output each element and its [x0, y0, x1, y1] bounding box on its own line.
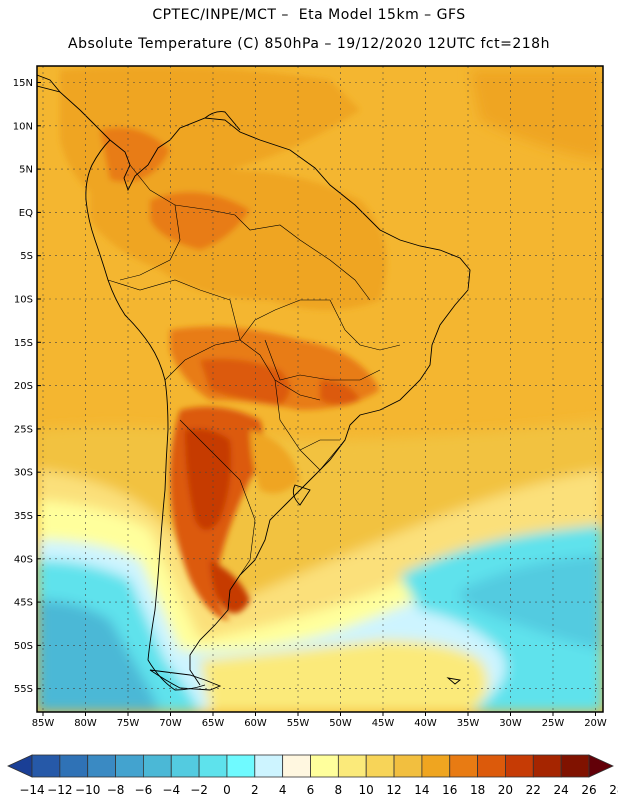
latitude-labels: 15N 10N 5N EQ 5S 10S 15S 20S 25S 30S 35S 40S 45S 50S 5… — [13, 78, 41, 695]
colorbar-swatch — [282, 754, 311, 778]
colorbar-tick-label: 14 — [414, 783, 429, 797]
lon-label: 60W — [244, 718, 267, 729]
colorbar-tick-label: −14 — [19, 783, 44, 797]
colorbar-swatch — [170, 754, 200, 778]
lon-label: 35W — [457, 718, 480, 729]
colorbar-swatch — [365, 754, 395, 778]
lon-label: 75W — [117, 718, 140, 729]
colorbar-tick-label: 20 — [498, 783, 513, 797]
lat-label: 30S — [14, 468, 33, 479]
lat-label: 25S — [14, 424, 33, 435]
colorbar-swatch — [505, 754, 534, 778]
colorbar-swatch — [31, 754, 61, 778]
colorbar-swatch — [254, 754, 284, 778]
colorbar-swatch — [198, 754, 228, 778]
colorbar-swatch — [87, 754, 116, 778]
colorbar-swatch — [560, 754, 590, 778]
colorbar-tick-label: 6 — [307, 783, 315, 797]
lon-label: 70W — [159, 718, 182, 729]
lat-label: 10N — [13, 121, 33, 132]
lat-label: 20S — [14, 381, 33, 392]
colorbar-swatch — [477, 754, 506, 778]
colorbar-swatch — [532, 754, 562, 778]
colorbar-tick-label: 2 — [251, 783, 259, 797]
colorbar-low-arrow — [7, 754, 33, 778]
colorbar-swatch — [115, 754, 144, 778]
colorbar-swatch — [393, 754, 423, 778]
colorbar-swatch — [226, 754, 256, 778]
colorbar-swatch — [337, 754, 367, 778]
lon-label: 85W — [32, 718, 55, 729]
temperature-field — [37, 66, 603, 712]
longitude-labels: 85W 80W 75W 70W 65W 60W 55W 50W 45W 40W 35W 30W 25W 2… — [32, 712, 607, 729]
colorbar-swatch — [421, 754, 451, 778]
colorbar-swatch — [449, 754, 479, 778]
lat-label: 45S — [14, 598, 33, 609]
lon-label: 20W — [584, 718, 607, 729]
lon-label: 40W — [414, 718, 437, 729]
lon-label: 25W — [542, 718, 565, 729]
colorbar-tick-label: 24 — [554, 783, 569, 797]
colorbar-tick-label: −2 — [190, 783, 208, 797]
map-title: CPTEC/INPE/MCT – Eta Model 15km – GFS — [152, 7, 466, 23]
lat-label: 50S — [14, 641, 33, 652]
graticule — [37, 66, 603, 712]
map-subtitle: Absolute Temperature (C) 850hPa – 19/12/… — [68, 36, 550, 52]
colorbar-tick-label: 26 — [581, 783, 596, 797]
colorbar-tick-label: 12 — [386, 783, 401, 797]
colorbar: −14 −12 −10 −8 −6 −4 −2 0 2 4 6 8 10 12 14 16 18 20 22 24 26… — [7, 754, 618, 797]
map-frame — [36, 65, 604, 713]
colorbar-swatch — [310, 754, 339, 778]
colorbar-swatch — [59, 754, 89, 778]
colorbar-tick-label: 28 — [609, 783, 618, 797]
lat-label: 5N — [19, 165, 33, 176]
lat-label: 15S — [14, 338, 33, 349]
colorbar-tick-label: 8 — [335, 783, 343, 797]
lon-label: 45W — [372, 718, 395, 729]
country-borders — [107, 164, 401, 576]
colorbar-tick-label: 4 — [279, 783, 287, 797]
colorbar-tick-label: 0 — [223, 783, 231, 797]
colorbar-tick-label: 18 — [470, 783, 485, 797]
lat-label: 55S — [14, 684, 33, 695]
lat-label: 35S — [14, 511, 33, 522]
colorbar-tick-label: −6 — [135, 783, 153, 797]
colorbar-high-arrow — [588, 754, 614, 778]
lat-label: 5S — [20, 251, 33, 262]
lat-label: 40S — [14, 554, 33, 565]
lat-label: 10S — [14, 295, 33, 306]
lon-label: 50W — [329, 718, 352, 729]
colorbar-tick-label: −4 — [162, 783, 180, 797]
colorbar-tick-label: 22 — [526, 783, 541, 797]
colorbar-tick-label: −8 — [107, 783, 125, 797]
colorbar-tick-label: 16 — [442, 783, 457, 797]
lon-label: 80W — [74, 718, 97, 729]
colorbar-tick-label: −12 — [47, 783, 72, 797]
lat-label: 15N — [13, 78, 33, 89]
lat-label: EQ — [19, 208, 33, 219]
lon-label: 55W — [287, 718, 310, 729]
colorbar-tick-label: −10 — [75, 783, 100, 797]
colorbar-tick-label: 10 — [359, 783, 374, 797]
lon-label: 65W — [202, 718, 225, 729]
colorbar-swatch — [142, 754, 172, 778]
lon-label: 30W — [499, 718, 522, 729]
